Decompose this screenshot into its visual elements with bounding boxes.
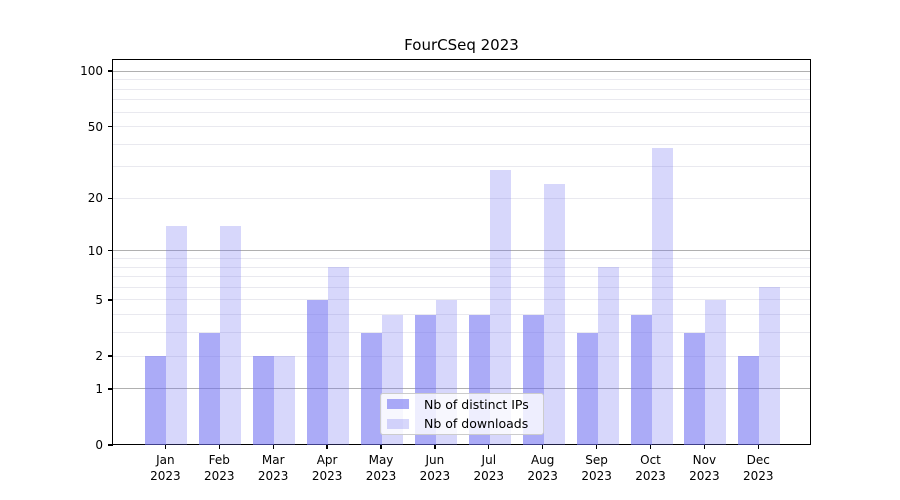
legend-swatch-downloads-icon bbox=[387, 418, 409, 429]
minor-gridline bbox=[113, 355, 810, 357]
y-tick-mark bbox=[108, 388, 113, 390]
y-tick-label: 0 bbox=[95, 438, 103, 452]
y-tick-mark bbox=[108, 197, 113, 200]
legend-swatch-distinct-ips-icon bbox=[387, 399, 409, 410]
minor-gridline bbox=[113, 314, 810, 316]
legend-item-downloads: Nb of downloads bbox=[381, 416, 543, 433]
y-tick-mark bbox=[108, 355, 113, 357]
x-tick-mark bbox=[326, 445, 328, 449]
minor-gridline bbox=[113, 88, 810, 90]
minor-gridline bbox=[113, 166, 810, 168]
x-tick-label-nov: Nov 2023 bbox=[689, 453, 720, 483]
x-tick-mark bbox=[164, 445, 167, 449]
minor-gridline bbox=[113, 299, 810, 301]
x-tick-mark bbox=[272, 445, 274, 449]
minor-gridline bbox=[113, 99, 810, 101]
x-tick-label-jul: Jul 2023 bbox=[473, 453, 505, 483]
y-tick-label: 10 bbox=[87, 243, 103, 258]
x-tick-label-oct: Oct 2023 bbox=[635, 453, 666, 483]
bar-ips-oct bbox=[630, 314, 652, 445]
minor-gridline bbox=[113, 266, 810, 268]
x-tick-mark bbox=[434, 445, 436, 449]
x-tick-label-feb: Feb 2023 bbox=[204, 453, 235, 483]
x-tick-label-jun: Jun 2023 bbox=[419, 453, 451, 483]
bar-ips-feb bbox=[199, 332, 221, 445]
x-tick-label-jan: Jan 2023 bbox=[150, 453, 181, 483]
bar-ips-mar bbox=[253, 356, 275, 445]
minor-gridline bbox=[113, 143, 810, 145]
x-tick-mark bbox=[488, 445, 490, 449]
y-tick-mark bbox=[108, 70, 113, 72]
y-tick-label: 20 bbox=[87, 191, 103, 206]
y-tick-mark bbox=[108, 250, 113, 252]
x-tick-label-may: May 2023 bbox=[365, 453, 397, 483]
legend-label-downloads: Nb of downloads bbox=[424, 416, 529, 432]
minor-gridline bbox=[113, 276, 810, 278]
bar-downloads-jan bbox=[166, 225, 188, 445]
bar-downloads-oct bbox=[651, 148, 673, 445]
bar-ips-apr bbox=[307, 299, 329, 445]
x-tick-mark bbox=[380, 445, 382, 449]
x-tick-mark bbox=[542, 445, 544, 449]
x-tick-mark bbox=[649, 445, 652, 449]
chart-title: FourCSeq 2023 bbox=[404, 36, 519, 54]
x-tick-mark bbox=[703, 445, 706, 449]
bar-downloads-aug bbox=[543, 184, 565, 445]
minor-gridline bbox=[113, 111, 810, 113]
major-gridline bbox=[113, 388, 810, 390]
y-tick-label: 50 bbox=[87, 119, 103, 134]
bar-ips-jan bbox=[145, 356, 167, 445]
y-tick-mark bbox=[108, 125, 113, 128]
legend-item-distinct-ips: Nb of distinct IPs bbox=[381, 396, 543, 413]
y-tick-label: 100 bbox=[80, 64, 103, 79]
bar-downloads-mar bbox=[274, 356, 296, 445]
minor-gridline bbox=[113, 286, 810, 288]
bar-downloads-feb bbox=[220, 225, 242, 445]
x-tick-label-apr: Apr 2023 bbox=[311, 453, 343, 483]
legend: Nb of distinct IPs Nb of downloads bbox=[380, 393, 544, 435]
y-tick-mark bbox=[108, 299, 113, 301]
bar-downloads-nov bbox=[705, 299, 727, 445]
minor-gridline bbox=[113, 79, 810, 81]
major-gridline bbox=[113, 250, 810, 252]
x-tick-label-sep: Sep 2023 bbox=[581, 453, 612, 483]
bar-ips-may bbox=[361, 332, 382, 445]
x-tick-mark bbox=[218, 445, 220, 449]
bar-ips-dec bbox=[738, 356, 760, 445]
bar-ips-sep bbox=[576, 332, 598, 445]
bar-ips-nov bbox=[684, 332, 706, 445]
minor-gridline bbox=[113, 197, 810, 199]
bar-downloads-sep bbox=[597, 267, 619, 445]
minor-gridline bbox=[113, 257, 810, 259]
x-tick-label-aug: Aug 2023 bbox=[527, 453, 558, 483]
y-tick-label: 5 bbox=[95, 292, 103, 307]
plot-area bbox=[112, 59, 811, 445]
x-tick-mark bbox=[757, 445, 759, 449]
minor-gridline bbox=[113, 126, 810, 128]
minor-gridline bbox=[113, 332, 810, 334]
x-tick-label-dec: Dec 2023 bbox=[743, 453, 774, 483]
y-tick-mark bbox=[108, 444, 113, 446]
x-tick-label-mar: Mar 2023 bbox=[257, 453, 289, 483]
bar-downloads-apr bbox=[328, 267, 350, 445]
bar-downloads-dec bbox=[759, 287, 781, 445]
x-tick-mark bbox=[595, 445, 598, 449]
major-gridline bbox=[113, 70, 810, 72]
legend-label-distinct-ips: Nb of distinct IPs bbox=[424, 396, 529, 412]
y-tick-label: 2 bbox=[95, 349, 103, 363]
y-tick-label: 1 bbox=[95, 381, 103, 396]
bar-downloads-jul bbox=[489, 169, 511, 445]
